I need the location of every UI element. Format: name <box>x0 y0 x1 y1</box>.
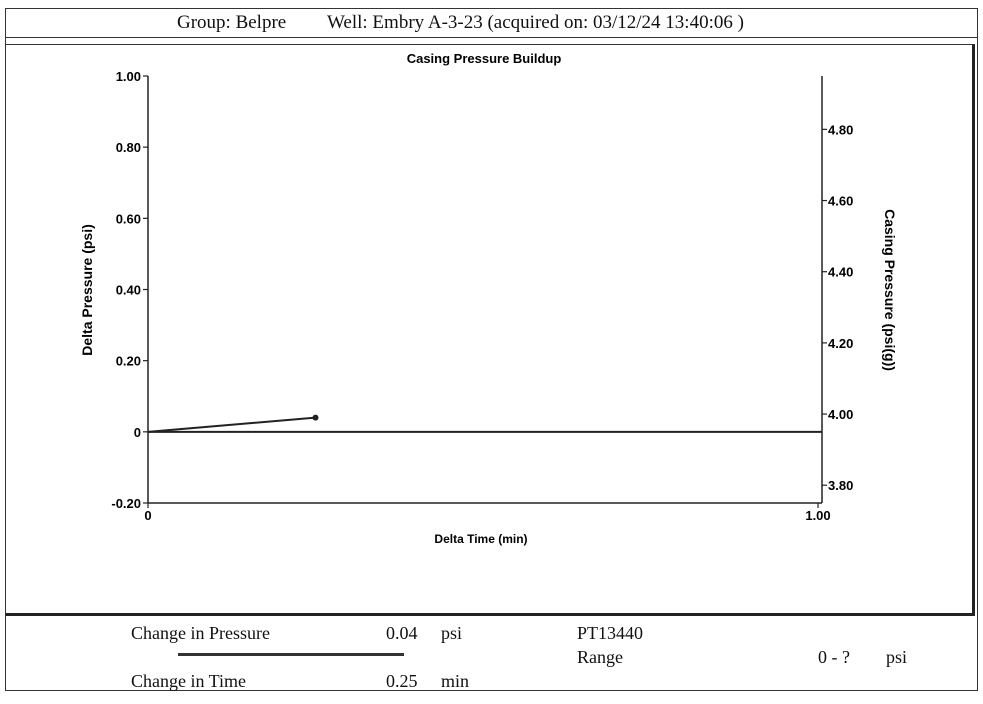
y-left-tick-label: 0.20 <box>116 354 141 369</box>
y-right-tick-label: 4.60 <box>828 194 853 209</box>
y-right-tick-label: 4.20 <box>828 336 853 351</box>
chart-title: Casing Pressure Buildup <box>407 51 562 66</box>
y-left-tick-label: -0.20 <box>111 496 141 511</box>
x-tick-label: 1.00 <box>805 508 830 523</box>
y-left-tick-label: 0.80 <box>116 140 141 155</box>
y-left-tick-label: 1.00 <box>116 69 141 84</box>
y-right-axis-title: Casing Pressure (psi(g)) <box>882 209 898 371</box>
y-left-tick-label: 0 <box>134 425 141 440</box>
y-right-tick-label: 3.80 <box>828 478 853 493</box>
x-tick-label: 0 <box>144 508 151 523</box>
group-label: Group: Belpre <box>177 12 287 33</box>
y-right-tick-label: 4.80 <box>828 122 853 137</box>
y-left-tick-label: 0.40 <box>116 283 141 298</box>
well-label: Well: Embry A-3-23 (acquired on: 03/12/2… <box>327 12 744 33</box>
x-axis-title: Delta Time (min) <box>434 532 527 546</box>
y-left-tick-label: 0.60 <box>116 211 141 226</box>
series-point <box>312 414 319 421</box>
plot-area-border <box>5 44 975 616</box>
series-line <box>147 416 316 433</box>
y-right-tick-label: 4.40 <box>828 265 853 280</box>
y-left-axis-title: Delta Pressure (psi) <box>79 224 95 356</box>
report-header: Group: Belpre Well: Embry A-3-23 (acquir… <box>5 8 978 38</box>
y-right-tick-label: 4.00 <box>828 407 853 422</box>
